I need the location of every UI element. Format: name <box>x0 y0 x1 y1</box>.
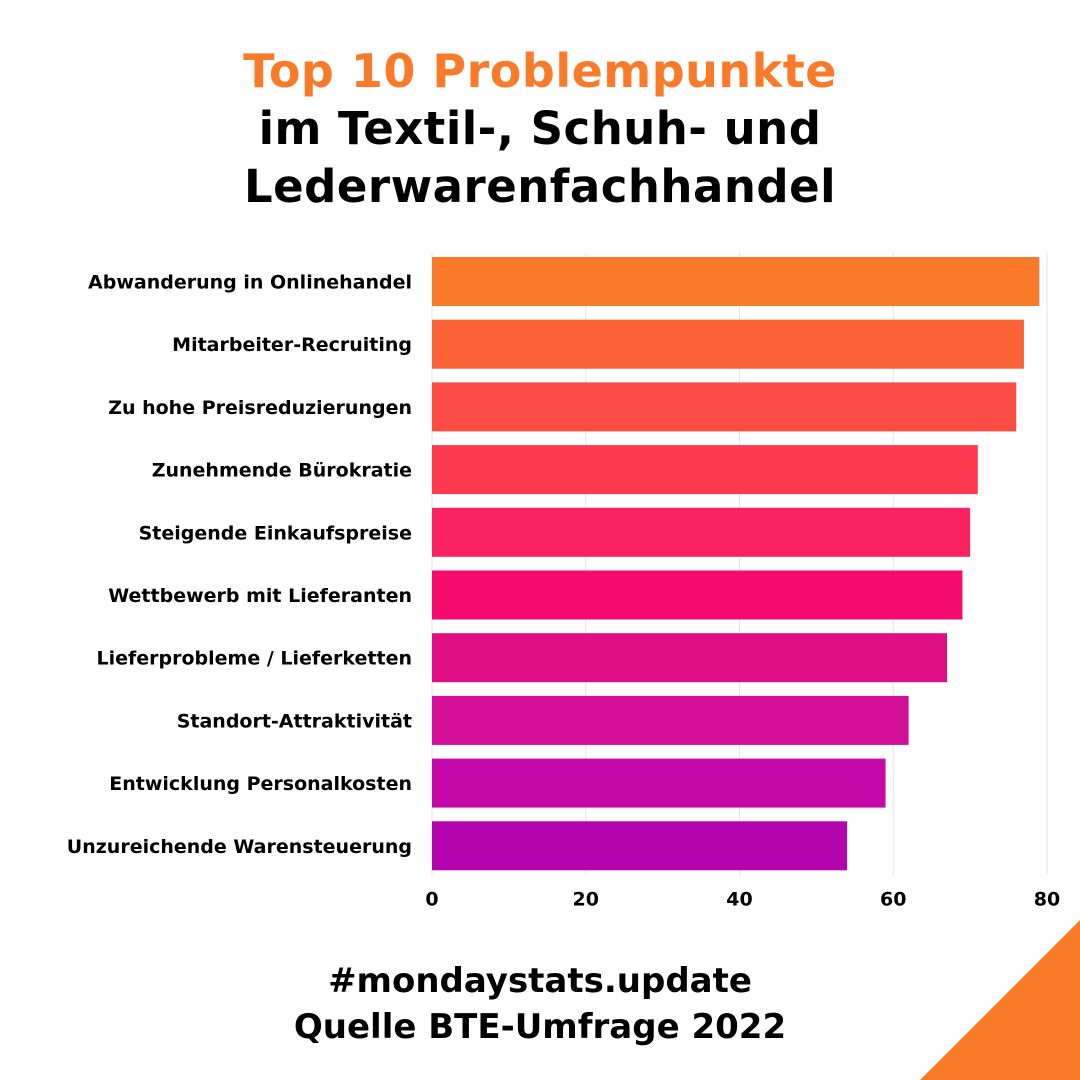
x-tick-label: 0 <box>425 888 438 910</box>
x-tick-label: 20 <box>573 888 599 910</box>
title-line-1: Top 10 Problempunkte <box>243 44 837 98</box>
category-labels: Abwanderung in Onlinehandel Mitarbeiter-R… <box>67 272 412 858</box>
bar <box>432 821 848 871</box>
x-axis-ticks: 0 20 40 60 80 <box>425 888 1060 910</box>
bar-chart: Abwanderung in Onlinehandel Mitarbeiter-R… <box>67 252 1060 910</box>
bars <box>432 257 1040 871</box>
title-line-3: Lederwarenfachhandel <box>243 160 837 213</box>
bar <box>432 319 1024 369</box>
x-tick-label: 80 <box>1034 888 1060 910</box>
category-label: Entwicklung Personalkosten <box>109 773 412 795</box>
category-label: Unzureichende Warensteuerung <box>67 836 412 858</box>
hashtag-text: #mondaystats.update <box>328 961 752 1001</box>
x-tick-label: 60 <box>880 888 906 910</box>
category-label: Zu hohe Preisreduzierungen <box>108 397 412 419</box>
bar <box>432 445 978 495</box>
bar <box>432 570 963 620</box>
chart-title: Top 10 Problempunkte im Textil-, Schuh- … <box>0 42 1080 216</box>
bar <box>432 257 1040 306</box>
category-label: Zunehmende Bürokratie <box>152 460 412 482</box>
category-label: Standort-Attraktivität <box>177 710 412 732</box>
bar <box>432 758 886 808</box>
title-line-2: im Textil-, Schuh- und <box>258 102 822 155</box>
bar <box>432 695 909 745</box>
category-label: Steigende Einkaufspreise <box>139 522 412 544</box>
x-tick-label: 40 <box>726 888 752 910</box>
category-label: Wettbewerb mit Lieferanten <box>108 585 412 607</box>
corner-triangle-decoration <box>920 920 1080 1080</box>
category-label: Abwanderung in Onlinehandel <box>88 272 412 294</box>
bar <box>432 633 948 683</box>
bar <box>432 507 971 557</box>
category-label: Mitarbeiter-Recruiting <box>172 334 412 356</box>
source-text: Quelle BTE-Umfrage 2022 <box>293 1007 787 1047</box>
bar <box>432 382 1017 432</box>
footer: #mondaystats.update Quelle BTE-Umfrage 2… <box>0 958 1080 1050</box>
category-label: Lieferprobleme / Lieferketten <box>96 648 412 670</box>
